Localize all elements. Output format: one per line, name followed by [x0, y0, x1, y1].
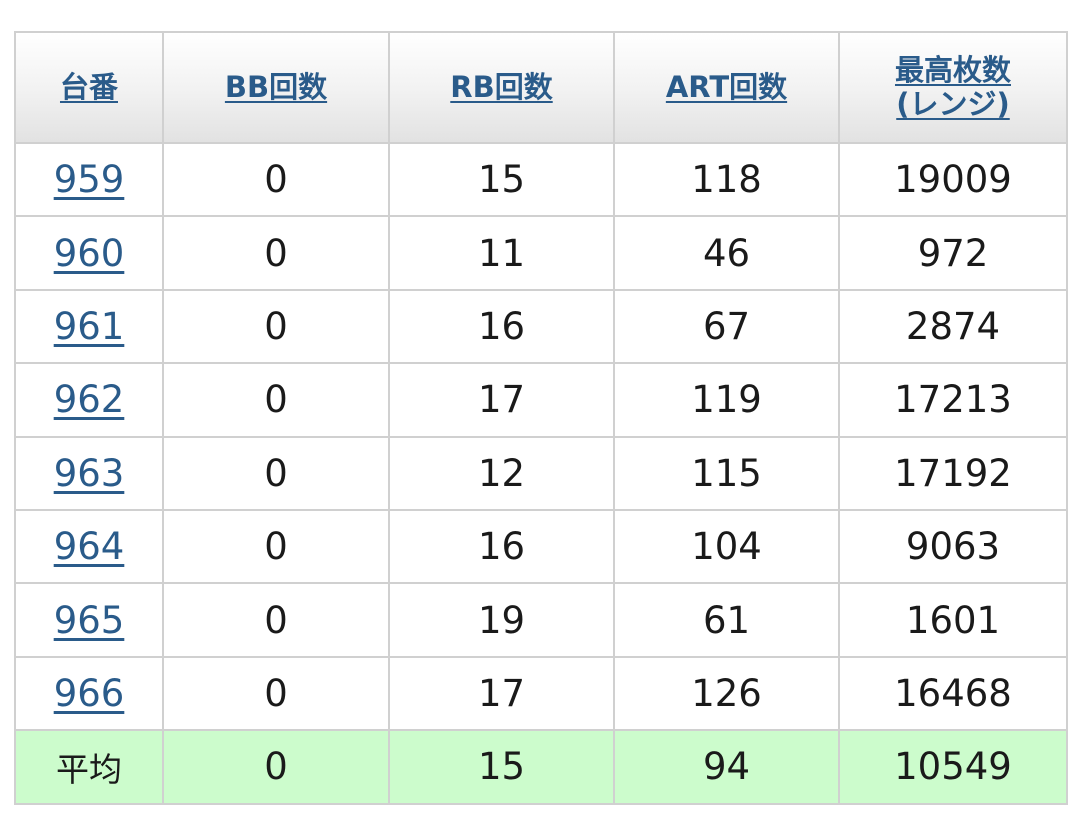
- table-header-row: 台番 BB回数 RB回数 ART回数 最高枚数 (レンジ): [14, 31, 1068, 144]
- machine-number-link[interactable]: 961: [53, 304, 125, 348]
- cell-machine-number: 966: [14, 655, 164, 732]
- cell-machine-number: 963: [14, 435, 164, 511]
- header-bb-count: BB回数: [162, 31, 390, 144]
- machine-data-table: 台番 BB回数 RB回数 ART回数 最高枚数 (レンジ) 959 0: [14, 31, 1068, 805]
- cell-max-coins: 19009: [838, 141, 1068, 218]
- cell-machine-number: 961: [14, 288, 164, 365]
- cell-max-coins: 17192: [838, 435, 1068, 511]
- header-max-coins-line2: (レンジ): [896, 86, 1010, 121]
- average-row: 平均 0 15 94 10549: [14, 729, 1068, 805]
- cell-max-coins: 972: [838, 215, 1068, 291]
- cell-art-count: 115: [613, 435, 840, 511]
- table-row: 965 0 19 61 1601: [14, 582, 1068, 658]
- cell-art-count: 126: [613, 655, 840, 732]
- cell-rb-count: 12: [388, 435, 615, 511]
- average-max-coins: 10549: [838, 729, 1068, 805]
- cell-rb-count: 11: [388, 215, 615, 291]
- cell-machine-number: 964: [14, 508, 164, 585]
- cell-rb-count: 17: [388, 655, 615, 732]
- machine-number-link[interactable]: 966: [53, 671, 125, 715]
- average-label: 平均: [14, 729, 164, 805]
- cell-machine-number: 962: [14, 362, 164, 438]
- cell-bb-count: 0: [162, 655, 390, 732]
- table-row: 962 0 17 119 17213: [14, 362, 1068, 438]
- cell-art-count: 104: [613, 508, 840, 585]
- cell-max-coins: 17213: [838, 362, 1068, 438]
- cell-bb-count: 0: [162, 362, 390, 438]
- cell-rb-count: 17: [388, 362, 615, 438]
- machine-number-link[interactable]: 962: [53, 378, 125, 422]
- cell-bb-count: 0: [162, 288, 390, 365]
- cell-machine-number: 960: [14, 215, 164, 291]
- machine-number-link[interactable]: 960: [53, 231, 125, 275]
- sort-link-machine-number[interactable]: 台番: [59, 69, 118, 104]
- average-art-count: 94: [613, 729, 840, 805]
- cell-rb-count: 15: [388, 141, 615, 218]
- header-rb-count: RB回数: [388, 31, 615, 144]
- cell-machine-number: 965: [14, 582, 164, 658]
- sort-link-rb-count[interactable]: RB回数: [450, 69, 553, 104]
- table-row: 963 0 12 115 17192: [14, 435, 1068, 511]
- cell-rb-count: 16: [388, 508, 615, 585]
- table-row: 961 0 16 67 2874: [14, 288, 1068, 365]
- cell-rb-count: 19: [388, 582, 615, 658]
- cell-rb-count: 16: [388, 288, 615, 365]
- cell-bb-count: 0: [162, 435, 390, 511]
- cell-max-coins: 9063: [838, 508, 1068, 585]
- header-art-count: ART回数: [613, 31, 840, 144]
- sort-link-max-coins[interactable]: 最高枚数 (レンジ): [895, 53, 1011, 120]
- cell-art-count: 119: [613, 362, 840, 438]
- average-rb-count: 15: [388, 729, 615, 805]
- table-row: 959 0 15 118 19009: [14, 141, 1068, 218]
- cell-machine-number: 959: [14, 141, 164, 218]
- cell-bb-count: 0: [162, 141, 390, 218]
- table-row: 964 0 16 104 9063: [14, 508, 1068, 585]
- cell-art-count: 118: [613, 141, 840, 218]
- header-max-coins: 最高枚数 (レンジ): [838, 31, 1068, 144]
- cell-bb-count: 0: [162, 582, 390, 658]
- sort-link-art-count[interactable]: ART回数: [665, 69, 788, 104]
- cell-art-count: 46: [613, 215, 840, 291]
- machine-number-link[interactable]: 964: [53, 525, 125, 569]
- cell-art-count: 67: [613, 288, 840, 365]
- sort-link-bb-count[interactable]: BB回数: [224, 69, 328, 104]
- cell-max-coins: 2874: [838, 288, 1068, 365]
- header-machine-number: 台番: [14, 31, 164, 144]
- cell-art-count: 61: [613, 582, 840, 658]
- cell-max-coins: 1601: [838, 582, 1068, 658]
- cell-bb-count: 0: [162, 215, 390, 291]
- machine-number-link[interactable]: 963: [53, 451, 125, 495]
- cell-max-coins: 16468: [838, 655, 1068, 732]
- table-row: 960 0 11 46 972: [14, 215, 1068, 291]
- machine-number-link[interactable]: 959: [53, 158, 125, 202]
- cell-bb-count: 0: [162, 508, 390, 585]
- table-row: 966 0 17 126 16468: [14, 655, 1068, 732]
- data-table-container: 台番 BB回数 RB回数 ART回数 最高枚数 (レンジ) 959 0: [14, 31, 1068, 805]
- machine-number-link[interactable]: 965: [53, 598, 125, 642]
- average-bb-count: 0: [162, 729, 390, 805]
- header-max-coins-line1: 最高枚数: [894, 53, 1011, 88]
